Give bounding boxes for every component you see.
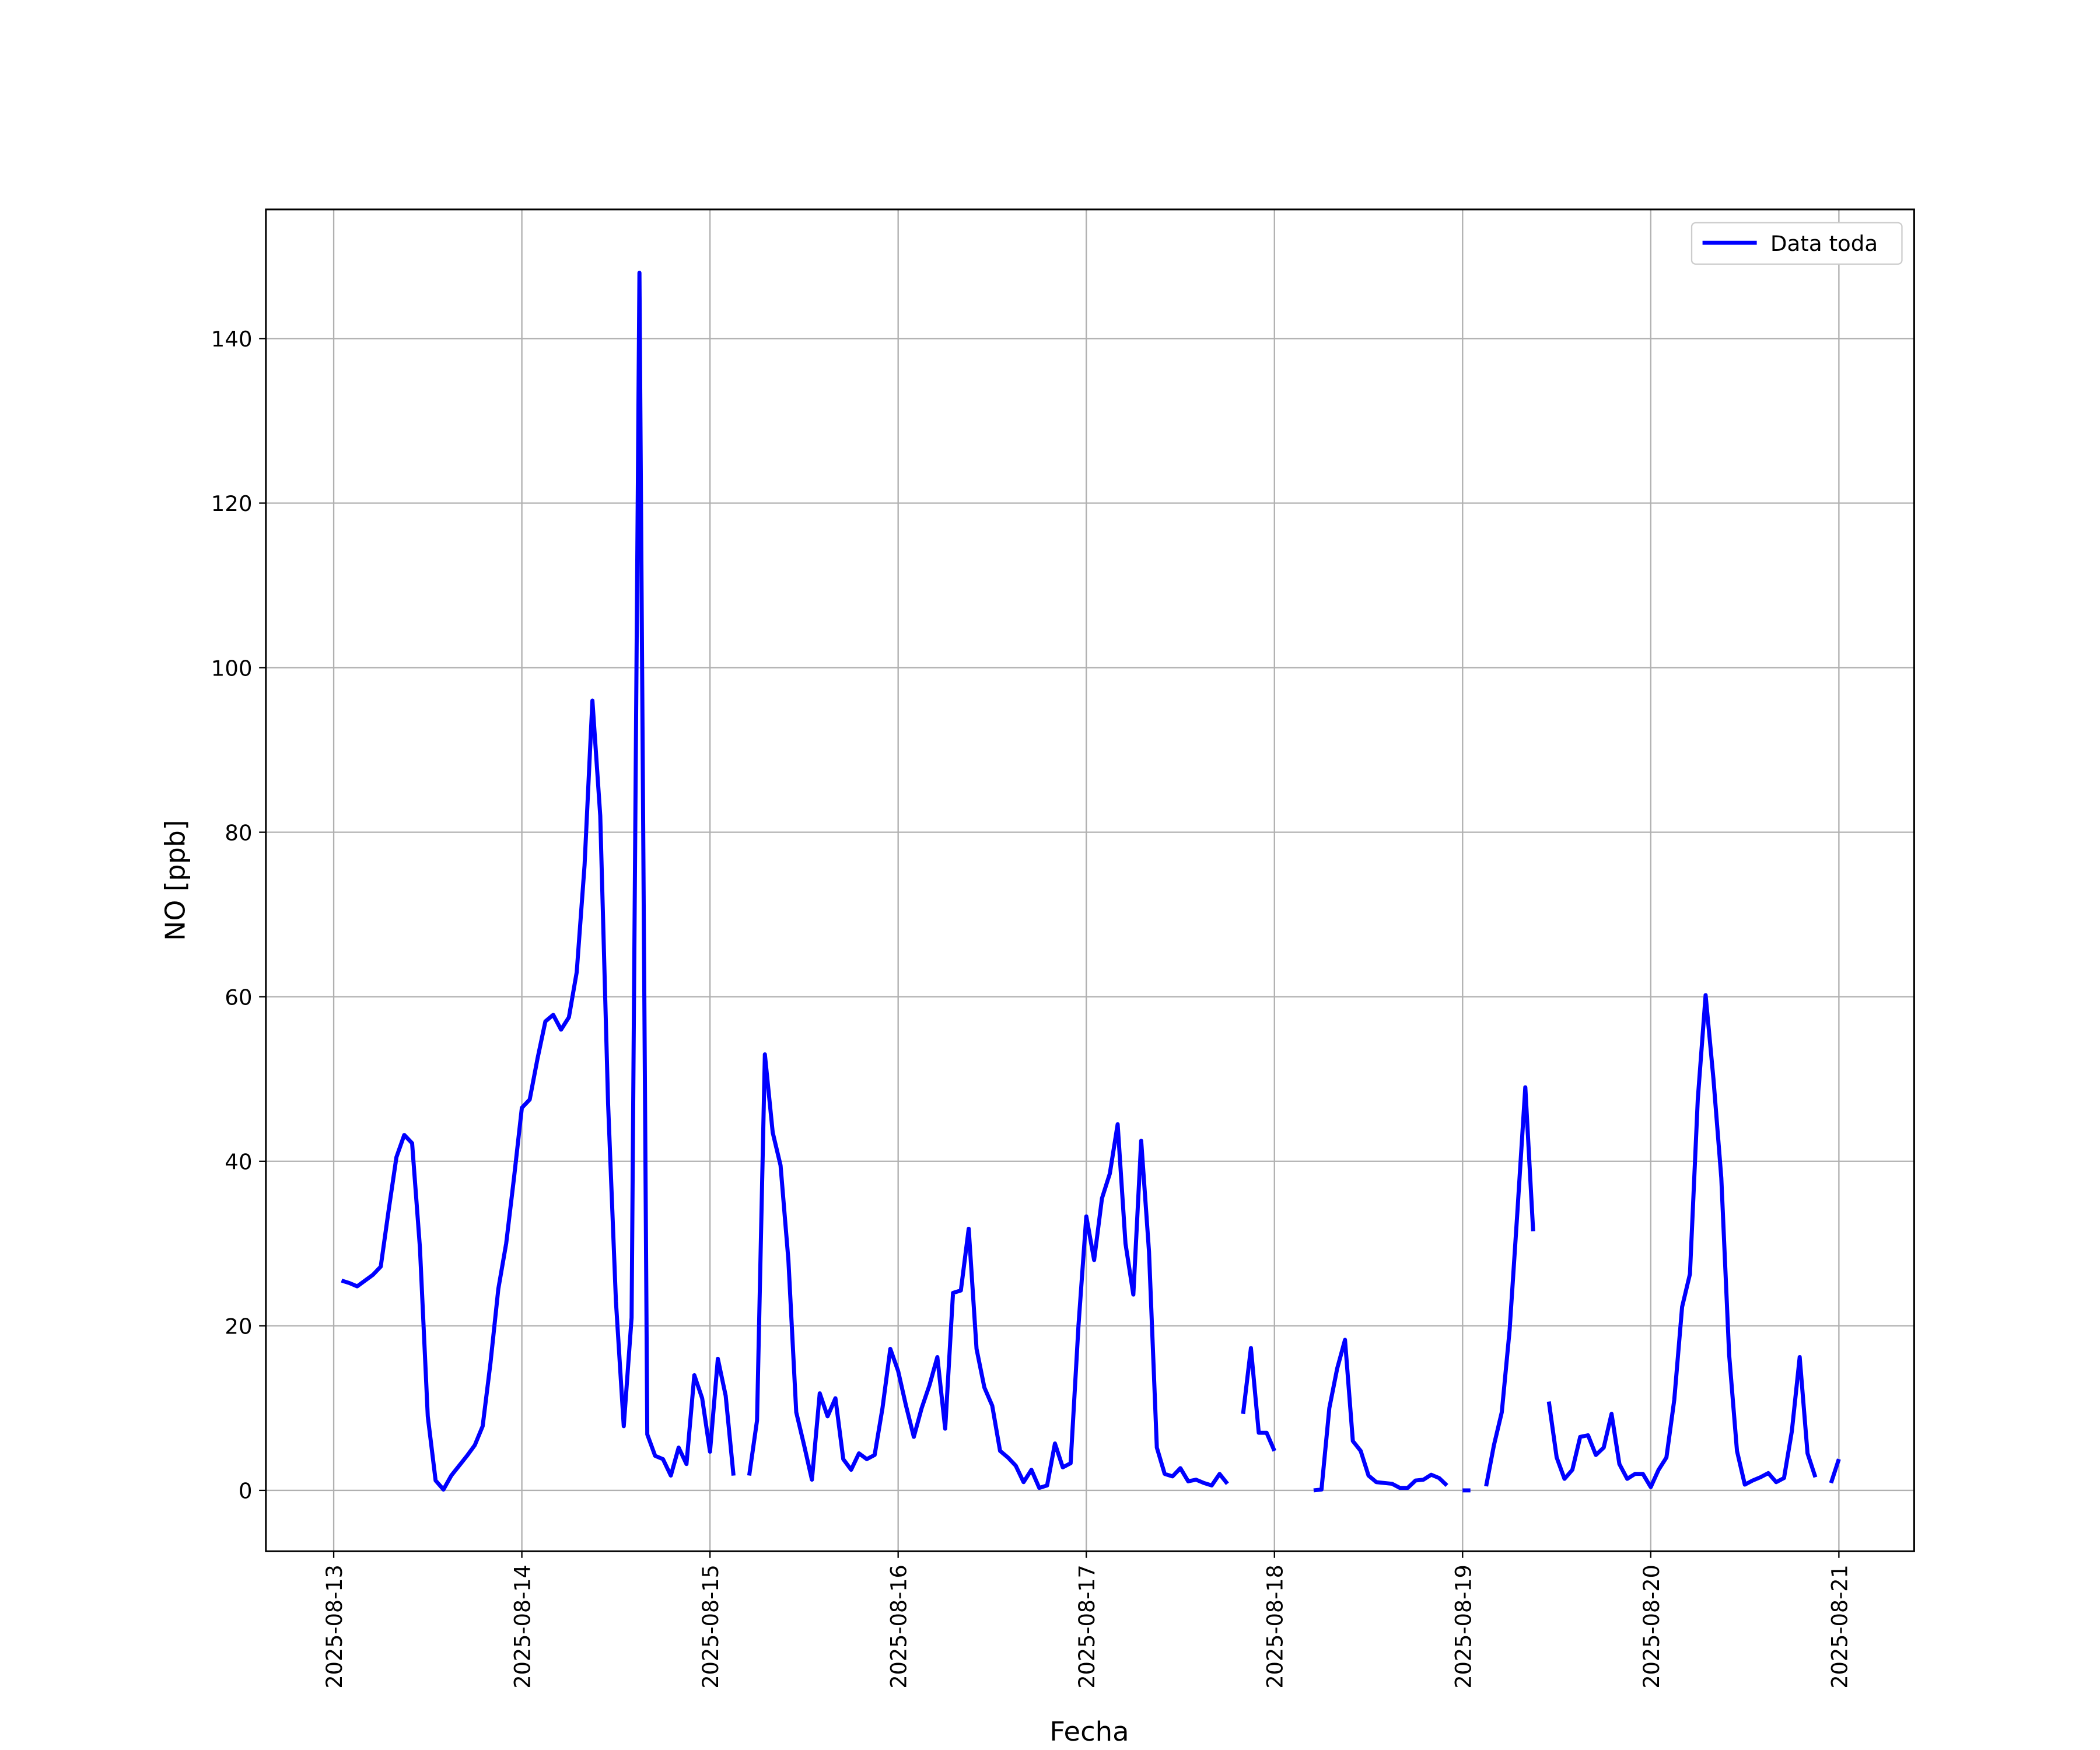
x-tick-label: 2025-08-18 xyxy=(1262,1564,1287,1688)
x-tick-label: 2025-08-16 xyxy=(886,1564,911,1688)
y-tick-label: 100 xyxy=(211,656,253,681)
y-tick-label: 140 xyxy=(211,327,253,352)
x-tick-label: 2025-08-14 xyxy=(510,1564,535,1688)
x-tick-label: 2025-08-20 xyxy=(1639,1564,1664,1688)
y-tick-label: 20 xyxy=(225,1314,252,1339)
x-tick-label: 2025-08-21 xyxy=(1827,1564,1852,1688)
x-tick-label: 2025-08-19 xyxy=(1451,1564,1476,1688)
y-tick-label: 120 xyxy=(211,492,253,517)
legend-box xyxy=(1690,222,1903,265)
y-tick-label: 0 xyxy=(239,1479,253,1504)
y-tick-label: 80 xyxy=(225,821,252,846)
y-axis-label: NO [ppb] xyxy=(159,820,191,940)
y-tick-label: 60 xyxy=(225,985,252,1010)
x-axis-label: Fecha xyxy=(1049,1716,1129,1747)
y-tick-label: 40 xyxy=(225,1150,252,1175)
legend-label: Data toda xyxy=(1770,231,1878,256)
x-tick-label: 2025-08-15 xyxy=(698,1564,723,1688)
plot-frame xyxy=(265,208,1915,1552)
data-line xyxy=(341,271,1841,1493)
x-tick-label: 2025-08-13 xyxy=(322,1564,347,1688)
x-tick-label: 2025-08-17 xyxy=(1074,1564,1100,1688)
